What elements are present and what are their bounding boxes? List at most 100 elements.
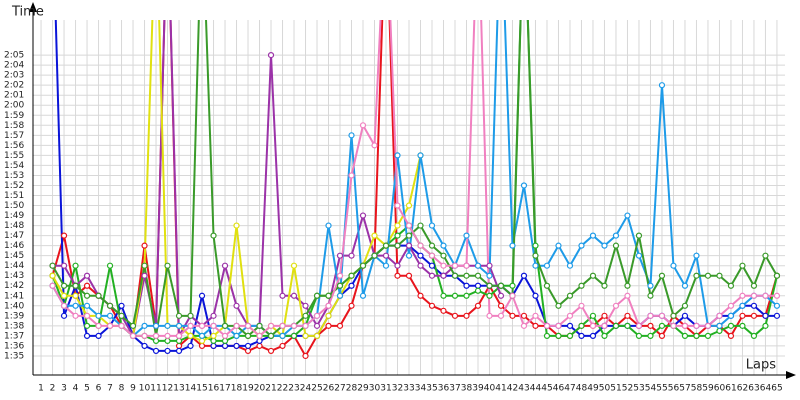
x-tick-label: 39 bbox=[472, 384, 484, 394]
data-point bbox=[578, 242, 585, 249]
x-tick-label: 13 bbox=[173, 384, 184, 394]
data-point bbox=[221, 342, 229, 350]
data-point bbox=[244, 322, 252, 329]
data-point bbox=[693, 272, 700, 279]
x-tick-label: 56 bbox=[668, 384, 680, 394]
data-point bbox=[451, 262, 459, 269]
data-point bbox=[716, 322, 723, 329]
x-tick-label: 35 bbox=[426, 384, 437, 394]
data-point bbox=[624, 282, 631, 289]
data-point bbox=[750, 292, 758, 299]
data-point bbox=[83, 282, 91, 289]
x-tick-label: 64 bbox=[760, 384, 772, 394]
data-point bbox=[693, 322, 700, 329]
data-point bbox=[543, 282, 551, 289]
x-tick-label: 38 bbox=[461, 384, 473, 394]
data-point bbox=[716, 312, 723, 319]
data-point bbox=[336, 272, 344, 279]
x-tick-label: 42 bbox=[507, 384, 518, 394]
data-point bbox=[509, 292, 516, 299]
data-point bbox=[198, 342, 206, 350]
data-point bbox=[49, 282, 56, 289]
data-point bbox=[670, 322, 677, 329]
data-point bbox=[187, 312, 194, 319]
data-point bbox=[290, 332, 298, 339]
data-point bbox=[624, 212, 631, 219]
data-point bbox=[359, 122, 367, 129]
x-tick-label: 23 bbox=[288, 384, 299, 394]
data-point bbox=[394, 242, 401, 249]
x-tick-label: 9 bbox=[130, 384, 136, 394]
data-point bbox=[417, 262, 424, 269]
data-point bbox=[463, 312, 470, 319]
x-tick-label: 33 bbox=[403, 384, 414, 394]
data-point bbox=[175, 312, 183, 319]
x-tick-label: 55 bbox=[656, 384, 667, 394]
data-point bbox=[486, 282, 493, 289]
x-tick-label: 2 bbox=[50, 384, 56, 394]
data-point bbox=[394, 272, 401, 279]
x-tick-label: 31 bbox=[380, 384, 391, 394]
x-tick-label: 53 bbox=[633, 384, 644, 394]
data-point bbox=[739, 262, 746, 269]
x-tick-label: 27 bbox=[334, 384, 345, 394]
x-tick-label: 19 bbox=[242, 384, 254, 394]
y-tick-label: 2:02 bbox=[4, 81, 24, 91]
data-point bbox=[727, 282, 735, 289]
data-point bbox=[348, 272, 355, 279]
data-point bbox=[520, 182, 528, 189]
data-point bbox=[716, 327, 723, 334]
y-tick-label: 1:42 bbox=[4, 281, 24, 291]
data-point bbox=[244, 342, 252, 350]
data-point bbox=[256, 322, 263, 329]
data-point bbox=[635, 252, 643, 259]
data-point bbox=[49, 262, 56, 269]
x-tick-label: 50 bbox=[599, 384, 611, 394]
x-tick-label: 29 bbox=[357, 384, 369, 394]
data-point bbox=[578, 332, 585, 339]
data-point bbox=[601, 322, 608, 329]
data-point bbox=[325, 312, 332, 319]
data-point bbox=[612, 302, 620, 309]
data-point bbox=[336, 292, 344, 299]
data-point bbox=[313, 332, 321, 339]
y-tick-label: 1:38 bbox=[4, 321, 24, 331]
data-point bbox=[762, 252, 769, 259]
data-point bbox=[566, 262, 574, 269]
data-point bbox=[750, 332, 758, 339]
data-point bbox=[60, 312, 68, 319]
data-point bbox=[635, 322, 643, 329]
x-axis-arrow bbox=[786, 371, 796, 379]
tick-labels: 1:351:361:371:381:391:401:411:421:431:44… bbox=[4, 51, 783, 394]
data-point bbox=[175, 342, 183, 350]
data-point bbox=[428, 262, 436, 269]
data-point bbox=[233, 302, 240, 309]
data-point bbox=[451, 292, 459, 299]
data-point bbox=[49, 272, 56, 279]
data-point bbox=[405, 232, 413, 239]
data-point bbox=[175, 322, 183, 329]
y-tick-label: 2:05 bbox=[4, 51, 24, 61]
data-point bbox=[302, 332, 309, 339]
data-point bbox=[474, 302, 482, 309]
y-tick-label: 1:59 bbox=[4, 111, 24, 121]
y-tick-label: 1:45 bbox=[4, 251, 24, 261]
data-point bbox=[440, 307, 447, 314]
data-point bbox=[83, 332, 91, 339]
data-point bbox=[428, 222, 436, 229]
x-axis-label: Laps bbox=[746, 358, 776, 373]
data-point bbox=[497, 282, 505, 289]
data-point bbox=[348, 252, 355, 259]
data-point bbox=[405, 202, 413, 209]
data-point bbox=[198, 332, 206, 339]
data-point bbox=[612, 242, 620, 249]
data-point bbox=[417, 152, 424, 159]
data-point bbox=[233, 332, 240, 339]
data-point bbox=[60, 262, 68, 269]
data-point bbox=[95, 312, 102, 319]
x-tick-label: 24 bbox=[300, 384, 312, 394]
data-point bbox=[405, 222, 413, 229]
data-point bbox=[382, 242, 390, 249]
data-point bbox=[762, 322, 769, 329]
data-point bbox=[348, 172, 355, 179]
